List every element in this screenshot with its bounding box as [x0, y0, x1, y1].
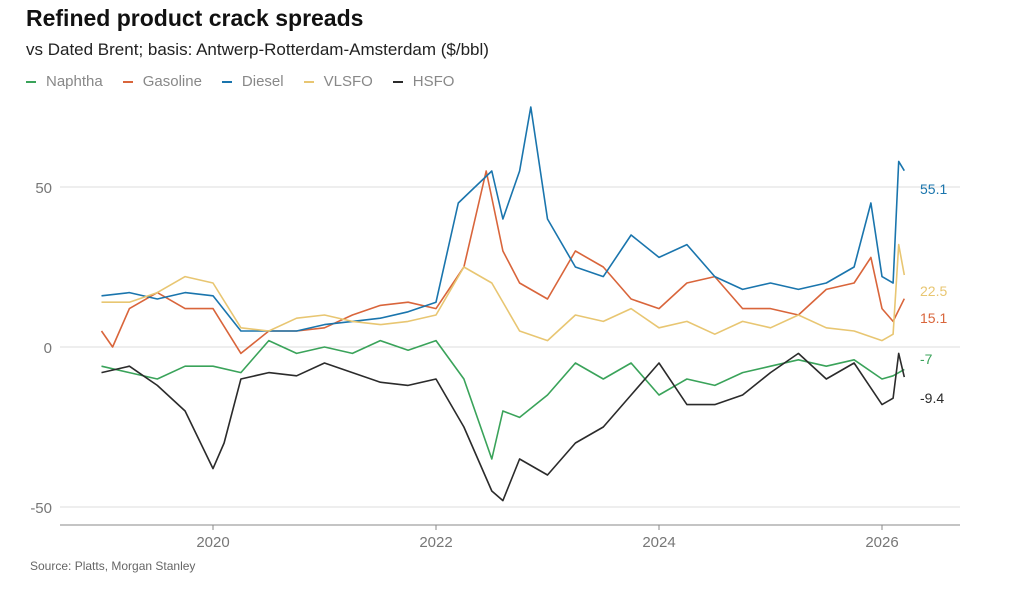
legend-label: Naphtha [46, 73, 103, 90]
chart-subtitle: vs Dated Brent; basis: Antwerp-Rotterdam… [26, 40, 489, 59]
x-tick-label: 2020 [196, 534, 229, 551]
y-tick-label: 0 [44, 340, 52, 357]
x-tick-label: 2024 [642, 534, 675, 551]
legend-label: VLSFO [323, 73, 373, 90]
legend-item-hsfo: HSFO [392, 73, 455, 90]
series-line-vlsfo [101, 243, 906, 342]
legend-item-diesel: Diesel [221, 73, 284, 90]
y-tick-label: -50 [30, 500, 52, 517]
series-line-hsfo [101, 352, 906, 502]
legend-swatch [122, 81, 133, 84]
legend-item-gasoline: Gasoline [122, 73, 202, 90]
legend-swatch [221, 81, 232, 84]
x-tick-label: 2022 [419, 534, 452, 551]
source-note: Source: Platts, Morgan Stanley [30, 559, 196, 573]
legend-item-naphtha: Naphtha [26, 73, 103, 90]
end-label-gasoline: 15.1 [920, 310, 947, 326]
end-label-vlsfo: 22.5 [920, 283, 947, 299]
legend-label: HSFO [412, 73, 455, 90]
legend-item-vlsfo: VLSFO [303, 73, 373, 90]
legend-label: Gasoline [142, 73, 202, 90]
legend-label: Diesel [241, 73, 284, 90]
end-label-hsfo: -9.4 [920, 390, 944, 406]
legend-swatch [303, 81, 314, 84]
series-line-gasoline [100, 170, 906, 355]
legend-swatch [26, 81, 36, 84]
series-line-naphtha [101, 339, 905, 460]
y-tick-label: 50 [35, 180, 52, 197]
legend-swatch [392, 81, 403, 84]
chart-title: Refined product crack spreads [26, 5, 364, 31]
legend: Naphtha Gasoline Diesel VLSFO HSFO [26, 73, 454, 90]
x-tick-label: 2026 [865, 534, 898, 551]
end-label-diesel: 55.1 [920, 181, 947, 197]
end-label-naphtha: -7 [920, 351, 933, 367]
